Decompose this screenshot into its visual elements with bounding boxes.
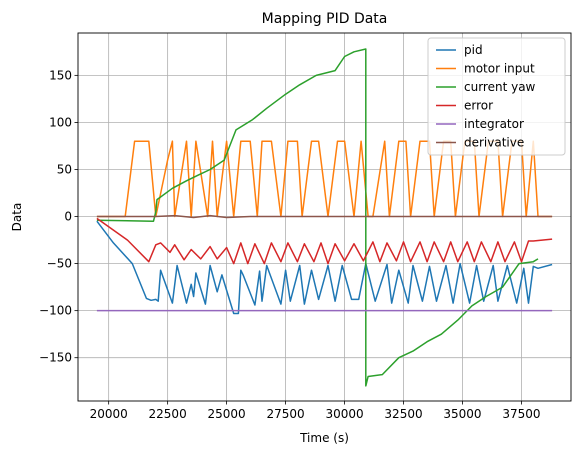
y-tick-label: 100	[49, 115, 72, 129]
x-tick-label: 27500	[266, 407, 304, 421]
x-tick-label: 25000	[208, 407, 246, 421]
x-tick-label: 37500	[502, 407, 540, 421]
series-line-derivative	[96, 214, 553, 219]
y-axis-label: Data	[10, 203, 24, 232]
series-line-error	[96, 217, 553, 265]
y-tick-label: −150	[39, 351, 72, 365]
y-tick-label: 50	[57, 162, 72, 176]
plot-frame	[77, 32, 572, 402]
y-tick-label: −50	[47, 257, 72, 271]
legend-label: derivative	[464, 136, 524, 150]
legend-label: integrator	[464, 117, 524, 131]
x-axis-label: Time (s)	[299, 431, 349, 445]
legend-box	[427, 37, 566, 156]
legend-label: current yaw	[464, 80, 536, 94]
x-tick-label: 20000	[90, 407, 128, 421]
x-tick-label: 30000	[325, 407, 363, 421]
y-tick-label: 150	[49, 68, 72, 82]
y-tick-label: 0	[64, 210, 72, 224]
x-tick-label: 32500	[384, 407, 422, 421]
legend-label: error	[464, 99, 493, 113]
x-tick-label: 35000	[443, 407, 481, 421]
legend-label: pid	[464, 43, 483, 57]
series-line-pid	[96, 220, 553, 315]
legend-label: motor input	[464, 62, 535, 76]
chart-title: Mapping PID Data	[262, 11, 388, 27]
x-tick-label: 22500	[149, 407, 187, 421]
y-tick-label: −100	[39, 304, 72, 318]
axis-ticks: 20000 22500 25000 27500 30000 32500 35000 37500…	[39, 68, 541, 421]
series-line-motor-input	[96, 140, 553, 218]
series-lines	[96, 48, 553, 387]
legend: pid motor input current yaw error integrator…	[427, 37, 566, 156]
